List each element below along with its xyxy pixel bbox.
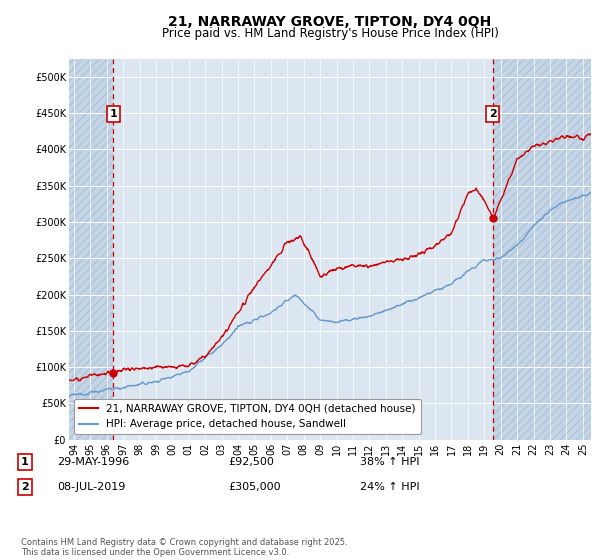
- Text: 29-MAY-1996: 29-MAY-1996: [57, 457, 129, 467]
- Text: 21, NARRAWAY GROVE, TIPTON, DY4 0QH: 21, NARRAWAY GROVE, TIPTON, DY4 0QH: [169, 15, 491, 29]
- Bar: [69, 59, 113, 440]
- Text: Price paid vs. HM Land Registry's House Price Index (HPI): Price paid vs. HM Land Registry's House …: [161, 27, 499, 40]
- Text: 1: 1: [21, 457, 29, 467]
- Text: 08-JUL-2019: 08-JUL-2019: [57, 482, 125, 492]
- Text: 24% ↑ HPI: 24% ↑ HPI: [360, 482, 419, 492]
- Text: Contains HM Land Registry data © Crown copyright and database right 2025.
This d: Contains HM Land Registry data © Crown c…: [21, 538, 347, 557]
- Text: 38% ↑ HPI: 38% ↑ HPI: [360, 457, 419, 467]
- Text: £305,000: £305,000: [228, 482, 281, 492]
- Text: £92,500: £92,500: [228, 457, 274, 467]
- Legend: 21, NARRAWAY GROVE, TIPTON, DY4 0QH (detached house), HPI: Average price, detach: 21, NARRAWAY GROVE, TIPTON, DY4 0QH (det…: [74, 399, 421, 435]
- Bar: [493, 59, 591, 440]
- Text: 2: 2: [21, 482, 29, 492]
- Text: 2: 2: [489, 109, 497, 119]
- Text: 1: 1: [110, 109, 118, 119]
